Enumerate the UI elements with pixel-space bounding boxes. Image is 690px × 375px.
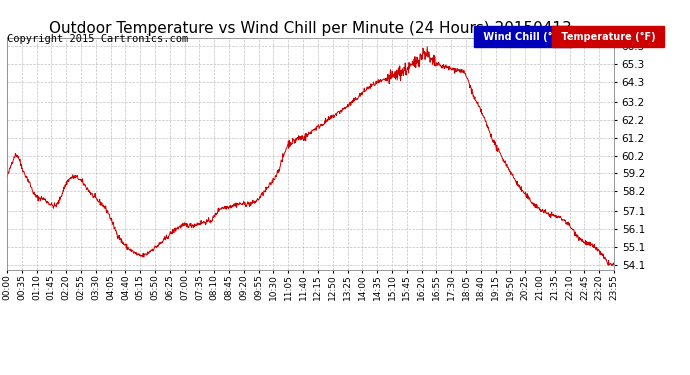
- Text: Temperature (°F): Temperature (°F): [558, 32, 658, 42]
- Text: Wind Chill (°F): Wind Chill (°F): [480, 32, 566, 42]
- Title: Outdoor Temperature vs Wind Chill per Minute (24 Hours) 20150413: Outdoor Temperature vs Wind Chill per Mi…: [49, 21, 572, 36]
- Text: Copyright 2015 Cartronics.com: Copyright 2015 Cartronics.com: [7, 34, 188, 44]
